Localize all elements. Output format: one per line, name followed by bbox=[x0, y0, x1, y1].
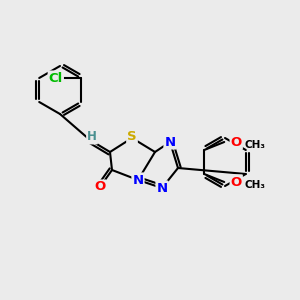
Text: H: H bbox=[87, 130, 97, 143]
Text: CH₃: CH₃ bbox=[244, 180, 265, 190]
Text: N: N bbox=[156, 182, 168, 194]
Text: N: N bbox=[164, 136, 175, 148]
Text: Cl: Cl bbox=[49, 71, 63, 85]
Text: O: O bbox=[231, 136, 242, 148]
Text: O: O bbox=[231, 176, 242, 188]
Text: N: N bbox=[132, 173, 144, 187]
Text: O: O bbox=[94, 181, 106, 194]
Text: CH₃: CH₃ bbox=[244, 140, 265, 150]
Text: S: S bbox=[127, 130, 137, 142]
